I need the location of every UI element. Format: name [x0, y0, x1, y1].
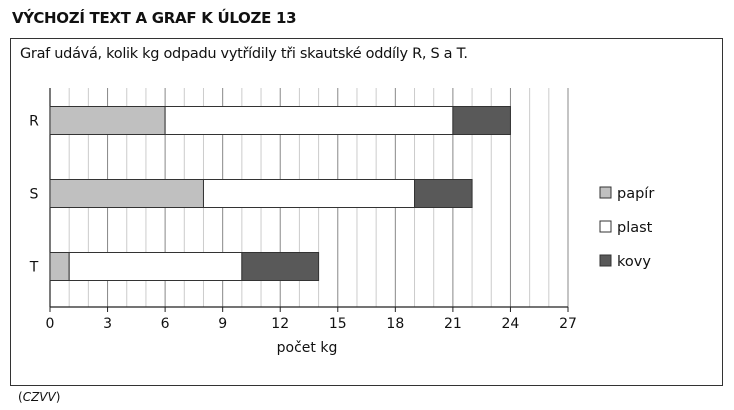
legend-swatch-papír — [599, 186, 612, 199]
bar-papír-R — [49, 106, 166, 135]
bar-plast-R — [164, 106, 454, 135]
x-axis-label: počet kg — [277, 340, 338, 356]
x-tick-label: 0 — [46, 316, 55, 332]
bar-kovy-S — [414, 179, 473, 208]
x-tick-label: 15 — [329, 316, 347, 332]
x-tick-label: 24 — [502, 316, 520, 332]
x-tick-label: 27 — [559, 316, 577, 332]
bar-plast-T — [68, 252, 243, 281]
y-category-label: S — [30, 187, 39, 203]
x-tick-label: 3 — [103, 316, 112, 332]
legend-swatch-kovy — [599, 254, 612, 267]
bar-papír-T — [49, 252, 70, 281]
legend-label: plast — [617, 220, 653, 236]
x-tick-label: 9 — [218, 316, 227, 332]
x-tick-label: 18 — [386, 316, 404, 332]
legend-label: kovy — [617, 254, 651, 270]
paren: ) — [55, 390, 61, 404]
bar-papír-S — [49, 179, 204, 208]
chart-description: Graf udává, kolik kg odpadu vytřídily tř… — [20, 46, 468, 62]
x-tick-label: 21 — [444, 316, 462, 332]
paren: ( — [18, 390, 23, 404]
bar-kovy-T — [241, 252, 320, 281]
source-note: (CZVV) — [18, 390, 60, 404]
x-tick-label: 12 — [271, 316, 289, 332]
bar-plast-S — [202, 179, 416, 208]
source: CZVV — [22, 390, 56, 404]
legend-swatch-plast — [599, 220, 612, 233]
chart-frame — [10, 38, 723, 386]
heading: VÝCHOZÍ TEXT A GRAF K ÚLOZE 13 — [12, 9, 297, 27]
y-category-label: T — [29, 260, 39, 276]
bar-kovy-R — [452, 106, 511, 135]
legend-label: papír — [617, 186, 654, 202]
x-tick-label: 6 — [161, 316, 170, 332]
y-category-label: R — [29, 114, 39, 130]
